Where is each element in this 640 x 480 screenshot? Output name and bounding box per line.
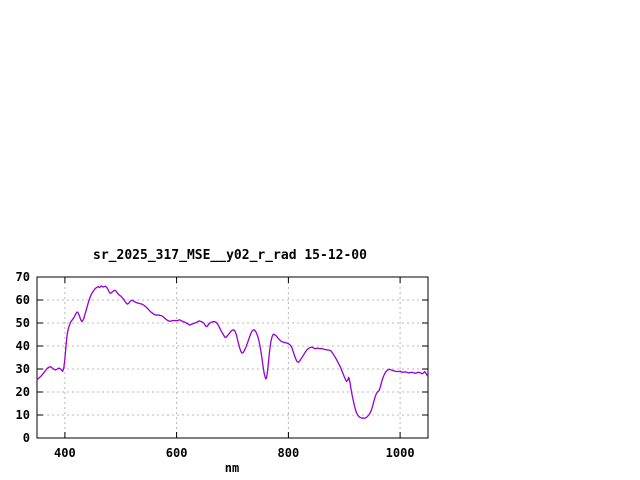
x-tick-label-1000: 1000 <box>386 446 415 460</box>
y-tick-label-10: 10 <box>16 408 30 422</box>
chart-title: sr_2025_317_MSE__y02_r_rad 15-12-00 <box>93 248 367 263</box>
y-tick-label-50: 50 <box>16 316 30 330</box>
y-tick-label-60: 60 <box>16 293 30 307</box>
y-tick-label-70: 70 <box>16 270 30 284</box>
plot-border <box>36 276 429 439</box>
y-tick-label-30: 30 <box>16 362 30 376</box>
y-tick-label-0: 0 <box>23 431 30 445</box>
grid-layer <box>37 277 428 438</box>
x-tick-label-600: 600 <box>166 446 188 460</box>
spectrum-trace <box>36 285 429 419</box>
x-axis-label: nm <box>225 461 239 475</box>
y-tick-label-20: 20 <box>16 385 30 399</box>
tick-label-layer: 400 600 800 1000 0 10 20 30 40 50 60 70 <box>16 270 415 460</box>
x-tick-label-800: 800 <box>278 446 300 460</box>
x-tick-label-400: 400 <box>54 446 76 460</box>
y-tick-label-40: 40 <box>16 339 30 353</box>
